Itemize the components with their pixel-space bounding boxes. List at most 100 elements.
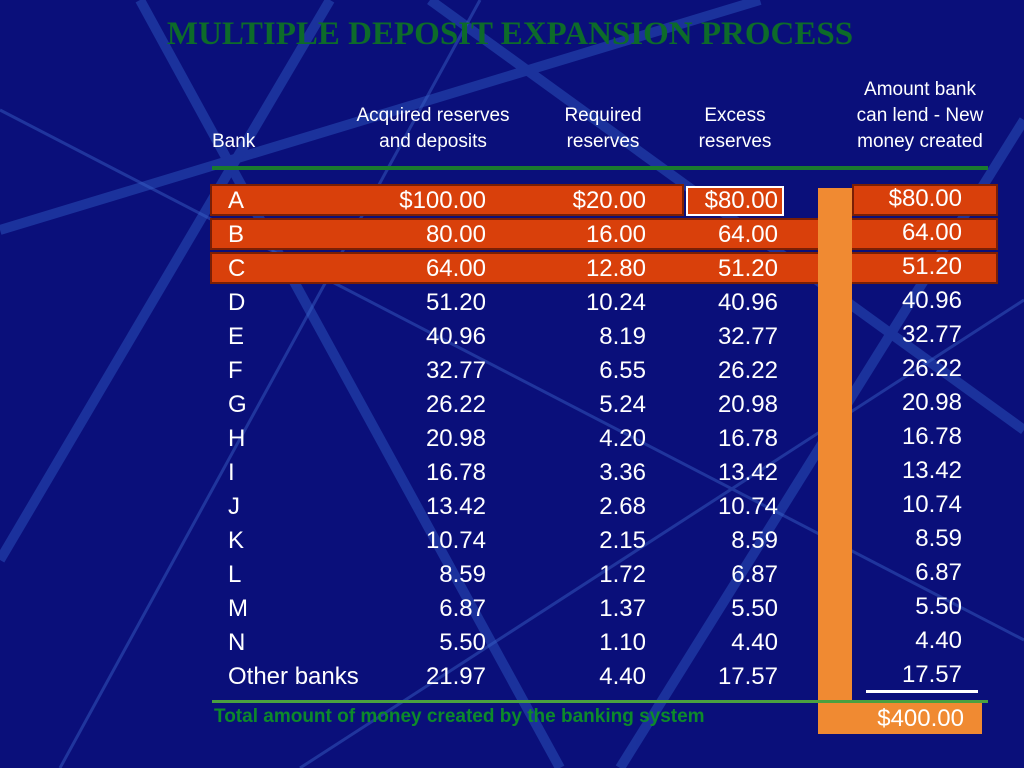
cell-acquired-row-7: 26.22 <box>425 391 486 418</box>
row-band-c <box>210 252 998 284</box>
cell-required-row-6: 6.55 <box>599 357 646 384</box>
cell-bank-row-2: B <box>228 221 245 248</box>
cell-acquired-row-12: 8.59 <box>439 561 486 588</box>
cell-acquired-row-3: 64.00 <box>425 255 486 282</box>
cell-bank-row-12: L <box>228 561 242 588</box>
cell-required-row-4: 10.24 <box>585 289 646 316</box>
cell-bank-row-6: F <box>228 357 243 384</box>
total-highlight-box <box>818 703 982 734</box>
cell-lend-row-14: 4.40 <box>915 627 962 654</box>
cell-excess-row-1: $80.00 <box>704 187 778 214</box>
cell-acquired-row-8: 20.98 <box>425 425 486 452</box>
cell-lend-row-15: 17.57 <box>901 661 962 688</box>
cell-acquired-row-11: 10.74 <box>425 527 486 554</box>
cell-required-row-3: 12.80 <box>585 255 646 282</box>
header-lend: Amount bank can lend - New money created <box>834 77 1006 155</box>
header-required: Required reserves <box>548 103 658 155</box>
cell-lend-row-13: 5.50 <box>915 593 962 620</box>
cell-excess-row-3: 51.20 <box>717 255 778 282</box>
header-acquired-line2: and deposits <box>379 131 487 152</box>
row-band-a-lend <box>852 184 998 216</box>
cell-excess-row-12: 6.87 <box>731 561 778 588</box>
total-label: Total amount of money created by the ban… <box>214 706 705 727</box>
cell-acquired-row-6: 32.77 <box>425 357 486 384</box>
cell-lend-row-9: 13.42 <box>901 457 962 484</box>
cell-lend-row-5: 32.77 <box>901 321 962 348</box>
cell-bank-row-13: M <box>228 595 248 622</box>
header-required-line1: Required <box>564 105 642 126</box>
total-divider <box>212 700 988 703</box>
excess-highlight-box <box>686 186 784 216</box>
cell-excess-row-7: 20.98 <box>717 391 778 418</box>
cell-bank-row-7: G <box>228 391 247 418</box>
cell-excess-row-10: 10.74 <box>717 493 778 520</box>
cell-acquired-row-10: 13.42 <box>425 493 486 520</box>
cell-lend-row-8: 16.78 <box>901 423 962 450</box>
cell-lend-row-6: 26.22 <box>901 355 962 382</box>
cell-excess-row-6: 26.22 <box>717 357 778 384</box>
header-lend-line3: money created <box>857 131 983 152</box>
cell-bank-row-15: Other banks <box>228 663 359 690</box>
cell-required-row-11: 2.15 <box>599 527 646 554</box>
cell-required-row-1: $20.00 <box>572 187 646 214</box>
cell-bank-row-5: E <box>228 323 245 350</box>
cell-bank-row-8: H <box>228 425 246 452</box>
cell-lend-row-1: $80.00 <box>888 185 962 212</box>
cell-acquired-row-14: 5.50 <box>439 629 486 656</box>
header-acquired: Acquired reserves and deposits <box>330 103 536 155</box>
cell-bank-row-9: I <box>228 459 235 486</box>
cell-required-row-8: 4.20 <box>599 425 646 452</box>
cell-acquired-row-5: 40.96 <box>425 323 486 350</box>
sum-underline <box>866 690 978 693</box>
header-bank: Bank <box>212 129 255 155</box>
cell-excess-row-14: 4.40 <box>731 629 778 656</box>
cell-bank-row-4: D <box>228 289 246 316</box>
cell-acquired-row-13: 6.87 <box>439 595 486 622</box>
cell-excess-row-5: 32.77 <box>717 323 778 350</box>
header-required-line2: reserves <box>566 131 640 152</box>
cell-bank-row-11: K <box>228 527 245 554</box>
cell-bank-row-10: J <box>228 493 240 520</box>
cell-required-row-10: 2.68 <box>599 493 646 520</box>
header-bank-label: Bank <box>212 131 256 152</box>
cell-required-row-14: 1.10 <box>599 629 646 656</box>
header-acquired-line1: Acquired reserves <box>356 105 510 126</box>
cell-bank-row-3: C <box>228 255 246 282</box>
cell-lend-row-2: 64.00 <box>901 219 962 246</box>
cell-excess-row-2: 64.00 <box>717 221 778 248</box>
cell-required-row-15: 4.40 <box>599 663 646 690</box>
cell-lend-row-4: 40.96 <box>901 287 962 314</box>
cell-acquired-row-4: 51.20 <box>425 289 486 316</box>
cell-excess-row-4: 40.96 <box>717 289 778 316</box>
cell-acquired-row-9: 16.78 <box>425 459 486 486</box>
total-value: $400.00 <box>877 705 964 732</box>
cell-bank-row-14: N <box>228 629 246 656</box>
cell-excess-row-8: 16.78 <box>717 425 778 452</box>
cell-lend-row-10: 10.74 <box>901 491 962 518</box>
header-lend-line2: can lend - New <box>856 105 984 126</box>
cell-excess-row-11: 8.59 <box>731 527 778 554</box>
cell-acquired-row-2: 80.00 <box>425 221 486 248</box>
header-lend-line1: Amount bank <box>864 79 976 100</box>
cell-excess-row-9: 13.42 <box>717 459 778 486</box>
row-band-b <box>210 218 998 250</box>
row-band-a <box>210 184 684 216</box>
page-title: MULTIPLE DEPOSIT EXPANSION PROCESS <box>166 16 854 52</box>
cell-excess-row-15: 17.57 <box>717 663 778 690</box>
cell-required-row-7: 5.24 <box>599 391 646 418</box>
header-excess-line1: Excess <box>704 105 766 126</box>
cell-excess-row-13: 5.50 <box>731 595 778 622</box>
cell-acquired-row-15: 21.97 <box>425 663 486 690</box>
cell-lend-row-12: 6.87 <box>915 559 962 586</box>
cell-required-row-5: 8.19 <box>599 323 646 350</box>
header-divider <box>212 166 988 170</box>
header-excess: Excess reserves <box>682 103 788 155</box>
cell-lend-row-7: 20.98 <box>901 389 962 416</box>
cell-bank-row-1: A <box>228 187 245 214</box>
cell-lend-row-3: 51.20 <box>901 253 962 280</box>
cell-acquired-row-1: $100.00 <box>399 187 486 214</box>
cell-required-row-9: 3.36 <box>599 459 646 486</box>
cell-required-row-12: 1.72 <box>599 561 646 588</box>
cell-required-row-2: 16.00 <box>585 221 646 248</box>
lending-flow-bar <box>818 188 852 734</box>
